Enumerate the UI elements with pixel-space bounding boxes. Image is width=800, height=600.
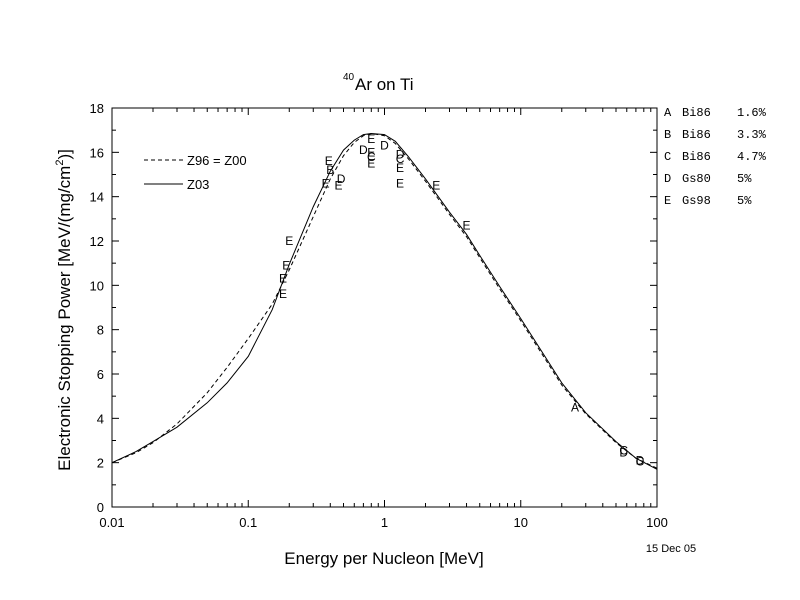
reference-source: Gs80 [682, 172, 711, 186]
data-point-d: D [337, 172, 346, 186]
data-point-d: D [636, 453, 645, 467]
data-point-e: E [279, 272, 287, 286]
y-axis-title-main: Electronic Stopping Power [MeV/(mg/cm [55, 166, 74, 471]
data-point-c: C [636, 455, 645, 469]
chart-title: 40 Ar on Ti [343, 72, 414, 94]
y-tick-label: 12 [90, 234, 104, 249]
reference-error: 5% [737, 172, 752, 186]
y-axis-title-superscript: 2 [54, 160, 66, 166]
reference-source: Bi86 [682, 150, 711, 164]
data-point-c: C [367, 150, 376, 164]
reference-error: 5% [737, 194, 752, 208]
data-point-e: E [367, 145, 375, 159]
series-line-z03 [111, 132, 658, 470]
y-tick-label: 2 [97, 456, 104, 471]
data-point-e: E [367, 132, 375, 146]
curves [111, 132, 658, 470]
reference-code: A [664, 106, 672, 120]
x-tick-label: 10 [514, 515, 528, 530]
reference-code: C [664, 150, 671, 164]
data-point-e: E [432, 179, 440, 193]
reference-source: Bi86 [682, 106, 711, 120]
y-tick-label: 8 [97, 323, 104, 338]
y-tick-label: 14 [90, 190, 104, 205]
data-point-b: B [326, 163, 334, 177]
data-point-e: E [322, 176, 330, 190]
y-tick-label: 6 [97, 367, 104, 382]
title-superscript: 40 [343, 72, 355, 83]
data-point-e: E [325, 154, 333, 168]
y-tick-label: 18 [90, 101, 104, 116]
reference-list: A Bi86 1.6% B Bi86 3.3% C Bi86 4.7% D Gs80 5% E Gs98 5… [664, 106, 767, 208]
reference-source: Gs98 [682, 194, 711, 208]
data-point-e: E [285, 234, 293, 248]
data-point-e: E [279, 287, 287, 301]
reference-code: D [664, 172, 671, 186]
reference-error: 4.7% [737, 150, 767, 164]
data-point-e: E [282, 258, 290, 272]
date-label: 15 Dec 05 [646, 543, 696, 555]
legend-label-z03: Z03 [187, 177, 209, 192]
data-point-e: E [367, 156, 375, 170]
reference-code: E [664, 194, 671, 208]
legend: Z96 = Z00 Z03 [144, 153, 247, 192]
data-point-e: E [396, 161, 404, 175]
x-tick-label: 100 [646, 515, 668, 530]
svg-text:Electronic Stopping Power [MeV: Electronic Stopping Power [MeV/(mg/cm2)] [54, 149, 74, 471]
y-axis-title-end: )] [55, 149, 74, 159]
y-tick-label: 4 [97, 411, 104, 426]
title-text: Ar on Ti [355, 75, 414, 94]
x-axis-title: Energy per Nucleon [MeV] [284, 549, 483, 568]
x-axis: 0.01 0.1 1 10 100 [99, 108, 668, 530]
data-point-e: E [335, 179, 343, 193]
y-axis: 0 2 4 6 8 10 12 14 16 18 [90, 101, 657, 515]
reference-error: 3.3% [737, 128, 767, 142]
data-point-c: C [396, 152, 405, 166]
data-point-e: E [396, 176, 404, 190]
y-tick-label: 0 [97, 500, 104, 515]
y-tick-label: 10 [90, 278, 104, 293]
data-point-a: A [571, 400, 579, 414]
reference-source: Bi86 [682, 128, 711, 142]
legend-label-z96: Z96 = Z00 [187, 153, 247, 168]
reference-error: 1.6% [737, 106, 767, 120]
x-tick-label: 0.1 [239, 515, 257, 530]
x-tick-label: 0.01 [99, 515, 124, 530]
reference-code: B [664, 128, 671, 142]
x-tick-label: 1 [381, 515, 388, 530]
data-point-e: E [463, 218, 471, 232]
data-point-d: D [380, 139, 389, 153]
y-tick-label: 16 [90, 145, 104, 160]
data-point-d: D [359, 143, 368, 157]
y-axis-title: Electronic Stopping Power [MeV/(mg/cm2)] [54, 149, 74, 471]
data-point-d: D [396, 148, 405, 162]
data-point-c: C [619, 443, 628, 457]
data-point-d: D [619, 446, 628, 460]
